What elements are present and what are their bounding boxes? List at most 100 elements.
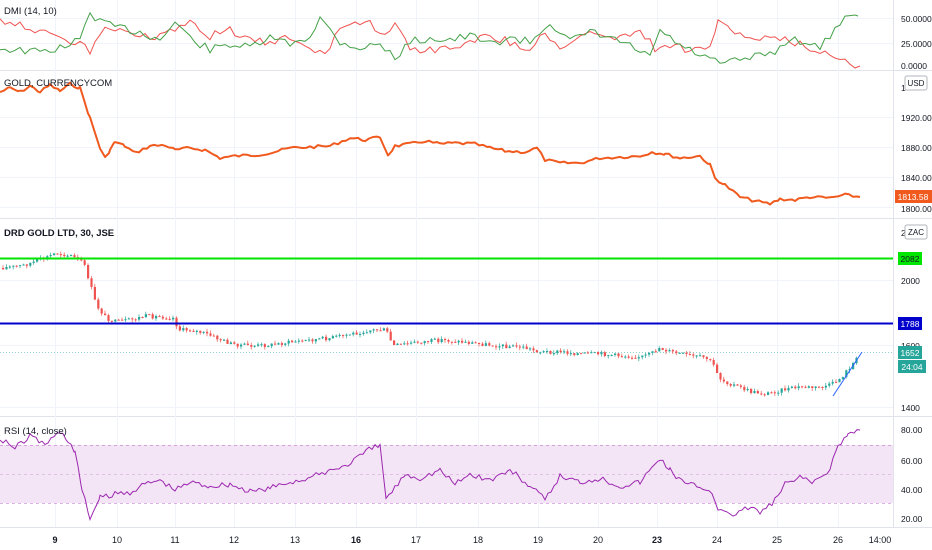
candle-body	[743, 386, 746, 391]
candle-body	[168, 318, 171, 320]
candle-body	[362, 332, 365, 334]
candle-body	[614, 353, 617, 355]
candle-body	[308, 339, 311, 341]
candle-body	[151, 314, 154, 319]
candle-body	[454, 341, 457, 343]
candle-body	[580, 353, 583, 355]
candle-body	[756, 391, 759, 394]
candle-body	[189, 330, 192, 332]
gold-pane[interactable]: GOLD, CURRENCYCOM 1 USD 1920.00 1880.00 …	[0, 75, 932, 214]
candle-body	[729, 384, 732, 386]
candle-body	[811, 386, 814, 388]
candle-body	[767, 392, 770, 395]
candle-body	[773, 392, 776, 394]
candle-body	[637, 357, 640, 359]
candle-body	[675, 351, 678, 354]
candle-body	[430, 339, 433, 342]
candle-body	[784, 388, 787, 391]
candle-body	[831, 381, 834, 384]
dmi-tick-50: 50.0000	[901, 14, 932, 24]
drd-tick-1400: 1400	[901, 403, 920, 413]
candle-body	[311, 339, 314, 342]
candle-body	[685, 352, 688, 354]
candle-body	[546, 351, 549, 352]
candle-body	[257, 344, 260, 346]
candle-body	[138, 317, 141, 320]
time-label: 9	[52, 535, 57, 545]
dmi-tick-25: 25.0000	[901, 39, 932, 49]
candle-body	[838, 379, 841, 383]
candle-body	[790, 386, 793, 388]
candle-body	[641, 355, 644, 358]
candle-body	[444, 339, 447, 341]
candle-body	[576, 353, 579, 356]
candle-body	[532, 348, 535, 351]
candle-body	[369, 330, 372, 333]
candle-body	[753, 391, 756, 393]
candle-body	[750, 389, 753, 393]
candle-body	[508, 346, 511, 349]
candle-body	[535, 350, 538, 353]
candle-body	[658, 348, 661, 352]
candle-body	[665, 349, 668, 352]
drd-pane[interactable]: DRD GOLD LTD, 30, JSE 2 ZAC 2000 1600 14…	[0, 224, 928, 413]
candle-body	[389, 331, 392, 341]
gold-currency-badge[interactable]	[904, 75, 928, 91]
candle-body	[56, 253, 59, 255]
resistance-price-badge	[898, 252, 922, 265]
time-label: 26	[833, 535, 843, 545]
candle-body	[488, 343, 491, 346]
bar-countdown: 24:04	[901, 362, 923, 372]
candle-body	[100, 308, 103, 314]
rsi-tick-40: 40.00	[901, 485, 923, 495]
candle-body	[297, 340, 300, 342]
candle-body	[243, 343, 246, 345]
candle-body	[12, 265, 15, 267]
candle-body	[787, 387, 790, 391]
candle-body	[144, 314, 147, 318]
candle-body	[29, 262, 32, 266]
candle-body	[461, 340, 464, 343]
candle-body	[440, 339, 443, 342]
candle-body	[199, 330, 202, 333]
candle-body	[19, 265, 22, 267]
drd-currency-label: ZAC	[908, 228, 924, 237]
trendline[interactable]	[832, 351, 863, 397]
gold-price-line	[0, 81, 861, 206]
candle-body	[518, 346, 521, 348]
time-label: 25	[772, 535, 782, 545]
drd-currency-badge[interactable]	[904, 224, 928, 240]
candle-body	[801, 386, 804, 388]
candle-body	[818, 386, 821, 388]
candle-body	[127, 318, 130, 320]
drd-title: DRD GOLD LTD, 30, JSE	[4, 228, 114, 239]
candle-body	[651, 351, 654, 353]
candle-body	[491, 345, 494, 347]
candle-body	[542, 351, 545, 353]
dmi-title: DMI (14, 10)	[4, 6, 57, 17]
candle-body	[498, 346, 501, 348]
candle-body	[236, 343, 239, 347]
candle-body	[814, 386, 817, 388]
dmi-pane[interactable]: DMI (14, 10) 50.0000 25.0000 0.0000	[0, 6, 932, 71]
candle-body	[63, 254, 66, 257]
candle-body	[505, 344, 508, 349]
candle-body	[447, 340, 450, 342]
candle-body	[318, 338, 321, 340]
rsi-pane[interactable]: RSI (14, close) 80.00 60.00 40.00 20.00	[0, 425, 923, 524]
candle-body	[117, 319, 120, 321]
candle-body	[335, 335, 338, 337]
candle-body	[32, 261, 35, 263]
candle-body	[355, 332, 358, 335]
candle-body	[593, 352, 596, 354]
candle-body	[192, 330, 195, 332]
time-label: 23	[652, 535, 662, 545]
candle-body	[624, 356, 627, 358]
time-axis[interactable]: 9 10 11 12 13 16 17 18 19 20 23 24 25 26 14:00	[52, 535, 891, 545]
candle-body	[161, 316, 164, 319]
gold-tick-1880: 1880.00	[901, 143, 932, 153]
candle-body	[597, 352, 600, 355]
candle-body	[59, 254, 62, 256]
candle-body	[821, 387, 824, 388]
